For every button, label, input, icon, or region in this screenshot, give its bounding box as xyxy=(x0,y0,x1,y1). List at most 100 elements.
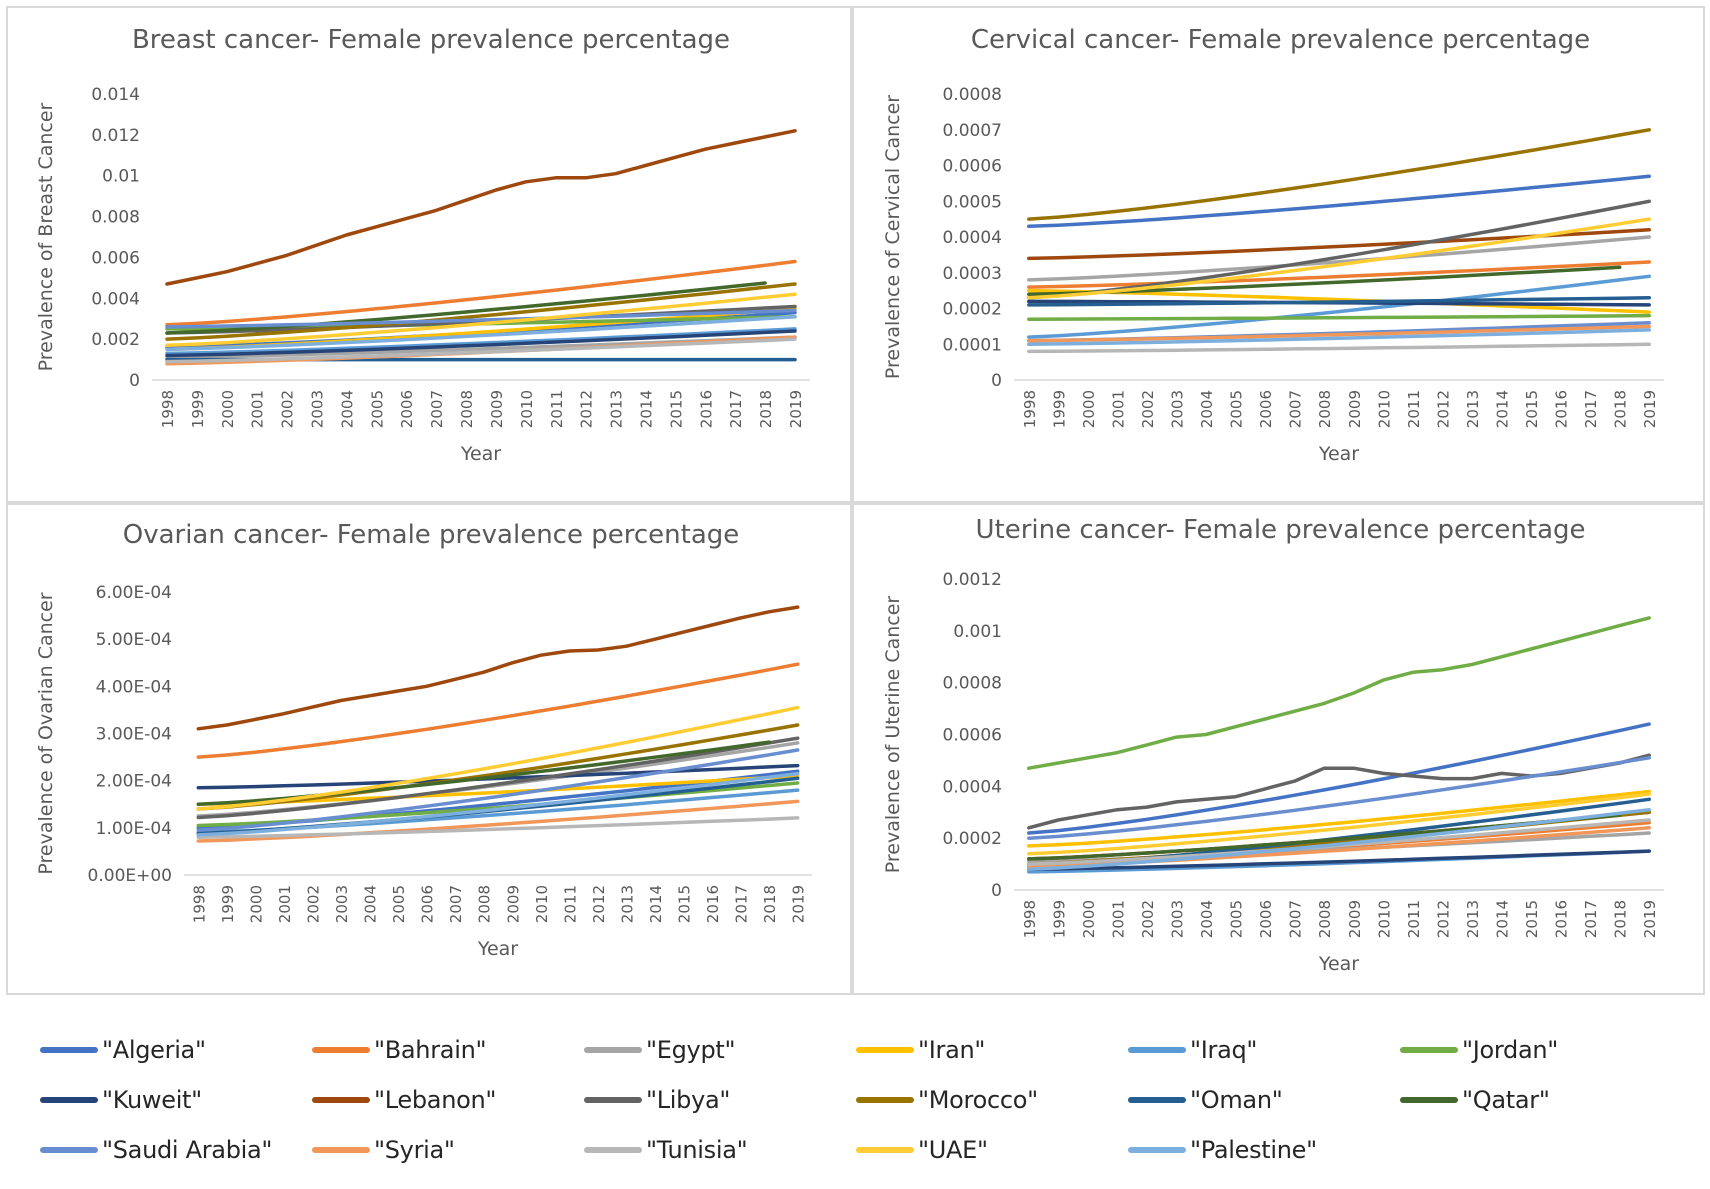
x-tick-label: 2010 xyxy=(518,390,536,428)
y-tick-label: 0.006 xyxy=(91,248,140,268)
x-tick-label: 2019 xyxy=(790,885,808,923)
series-line-libya xyxy=(196,736,800,820)
legend-swatch xyxy=(40,1097,98,1103)
x-tick-label: 2015 xyxy=(676,885,694,923)
y-tick-label: 0 xyxy=(991,371,1002,391)
x-axis-label: Year xyxy=(1318,443,1359,465)
x-tick-label: 2000 xyxy=(1080,390,1098,428)
y-tick-label: 0.0001 xyxy=(943,335,1002,355)
legend-item: "Libya" xyxy=(584,1080,730,1120)
y-tick-label: 6.00E-04 xyxy=(96,583,172,603)
x-tick-label: 2011 xyxy=(1405,900,1423,938)
series-line-uae xyxy=(1027,217,1651,300)
legend-swatch xyxy=(40,1147,98,1153)
x-tick-label: 2010 xyxy=(1375,390,1393,428)
x-tick-label: 2019 xyxy=(1641,390,1659,428)
chart-svg: Breast cancer- Female prevalence percent… xyxy=(35,25,810,465)
legend-swatch xyxy=(1128,1047,1186,1053)
x-tick-label: 2018 xyxy=(1612,900,1630,938)
legend-label: "Jordan" xyxy=(1462,1036,1559,1064)
x-tick-label: 1998 xyxy=(1021,390,1039,428)
x-tick-label: 2005 xyxy=(1228,390,1246,428)
y-axis-label: Prevalence of Breast Cancer xyxy=(35,102,57,371)
x-tick-label: 1998 xyxy=(159,390,177,428)
x-tick-label: 2006 xyxy=(419,885,437,923)
legend-item: "Iraq" xyxy=(1128,1030,1257,1070)
series-line-tunisia xyxy=(1027,342,1651,354)
series-line-palestine xyxy=(1027,328,1651,347)
y-tick-label: 0.0006 xyxy=(943,726,1002,746)
x-tick-label: 2013 xyxy=(618,885,636,923)
legend-item: "Palestine" xyxy=(1128,1130,1317,1170)
legend-item: "Bahrain" xyxy=(312,1030,487,1070)
x-tick-label: 1998 xyxy=(190,885,208,923)
y-tick-label: 0.01 xyxy=(102,167,140,187)
x-tick-label: 2010 xyxy=(533,885,551,923)
y-tick-label: 0.004 xyxy=(91,289,140,309)
legend-swatch xyxy=(584,1147,642,1153)
series-line-kuweit xyxy=(1027,849,1651,872)
x-tick-label: 2017 xyxy=(1582,900,1600,938)
x-tick-label: 2012 xyxy=(578,390,596,428)
legend-item: "UAE" xyxy=(856,1130,988,1170)
legend-swatch xyxy=(1400,1097,1458,1103)
series-line-saudi-arabia xyxy=(196,748,800,832)
legend-label: "Algeria" xyxy=(102,1036,206,1064)
y-axis-label: Prevalence of Uterine Cancer xyxy=(882,596,904,874)
x-tick-label: 2014 xyxy=(1494,390,1512,428)
legend-item: "Egypt" xyxy=(584,1030,736,1070)
y-tick-label: 0.0005 xyxy=(943,192,1002,212)
series-line-libya xyxy=(1027,753,1651,830)
legend-swatch xyxy=(40,1047,98,1053)
y-tick-label: 2.00E-04 xyxy=(96,772,172,792)
legend-item: "Lebanon" xyxy=(312,1080,496,1120)
y-tick-label: 0.012 xyxy=(91,126,140,146)
chart-title: Cervical cancer- Female prevalence perce… xyxy=(971,25,1590,55)
series-line-libya xyxy=(1027,199,1651,300)
x-tick-label: 2008 xyxy=(1316,900,1334,938)
x-tick-label: 1999 xyxy=(1050,900,1068,938)
x-tick-label: 2008 xyxy=(476,885,494,923)
x-tick-label: 2000 xyxy=(247,885,265,923)
x-tick-label: 2018 xyxy=(1612,390,1630,428)
x-tick-label: 2003 xyxy=(1169,900,1187,938)
legend-item: "Saudi Arabia" xyxy=(40,1130,272,1170)
y-tick-label: 0.001 xyxy=(953,622,1002,642)
chart-title: Ovarian cancer- Female prevalence percen… xyxy=(123,520,740,550)
y-tick-label: 0.002 xyxy=(91,330,140,350)
chart-svg: Cervical cancer- Female prevalence perce… xyxy=(882,25,1664,465)
y-tick-label: 4.00E-04 xyxy=(96,677,172,697)
x-tick-label: 2011 xyxy=(1405,390,1423,428)
legend-label: "Bahrain" xyxy=(374,1036,487,1064)
x-tick-label: 2019 xyxy=(1641,900,1659,938)
series-line-bahrain xyxy=(196,662,800,759)
legend-label: "Morocco" xyxy=(918,1086,1038,1114)
x-tick-label: 2002 xyxy=(1139,900,1157,938)
series-line-kuweit xyxy=(196,763,800,790)
x-tick-label: 2017 xyxy=(1582,390,1600,428)
series-line-morocco xyxy=(196,723,800,811)
legend-label: "UAE" xyxy=(918,1136,988,1164)
legend-swatch xyxy=(1400,1047,1458,1053)
chart-grid: Breast cancer- Female prevalence percent… xyxy=(6,6,1705,995)
series-line-tunisia xyxy=(165,337,797,364)
x-tick-label: 2018 xyxy=(761,885,779,923)
chart-panel-2: Cervical cancer- Female prevalence perce… xyxy=(852,6,1705,503)
y-tick-label: 0 xyxy=(991,881,1002,901)
x-tick-label: 2018 xyxy=(757,390,775,428)
x-tick-label: 2003 xyxy=(309,390,327,428)
x-tick-label: 2002 xyxy=(1139,390,1157,428)
chart-svg: Ovarian cancer- Female prevalence percen… xyxy=(35,520,812,960)
x-tick-label: 2016 xyxy=(704,885,722,923)
y-tick-label: 0.0003 xyxy=(943,264,1002,284)
x-tick-label: 2003 xyxy=(1169,390,1187,428)
x-tick-label: 2016 xyxy=(1553,900,1571,938)
y-tick-label: 0.0002 xyxy=(943,829,1002,849)
x-tick-label: 2010 xyxy=(1375,900,1393,938)
y-tick-label: 0.0004 xyxy=(943,777,1002,797)
x-tick-label: 1998 xyxy=(1021,900,1039,938)
legend-label: "Lebanon" xyxy=(374,1086,497,1114)
x-tick-label: 2017 xyxy=(727,390,745,428)
x-tick-label: 2006 xyxy=(1257,900,1275,938)
x-tick-label: 1999 xyxy=(189,390,207,428)
